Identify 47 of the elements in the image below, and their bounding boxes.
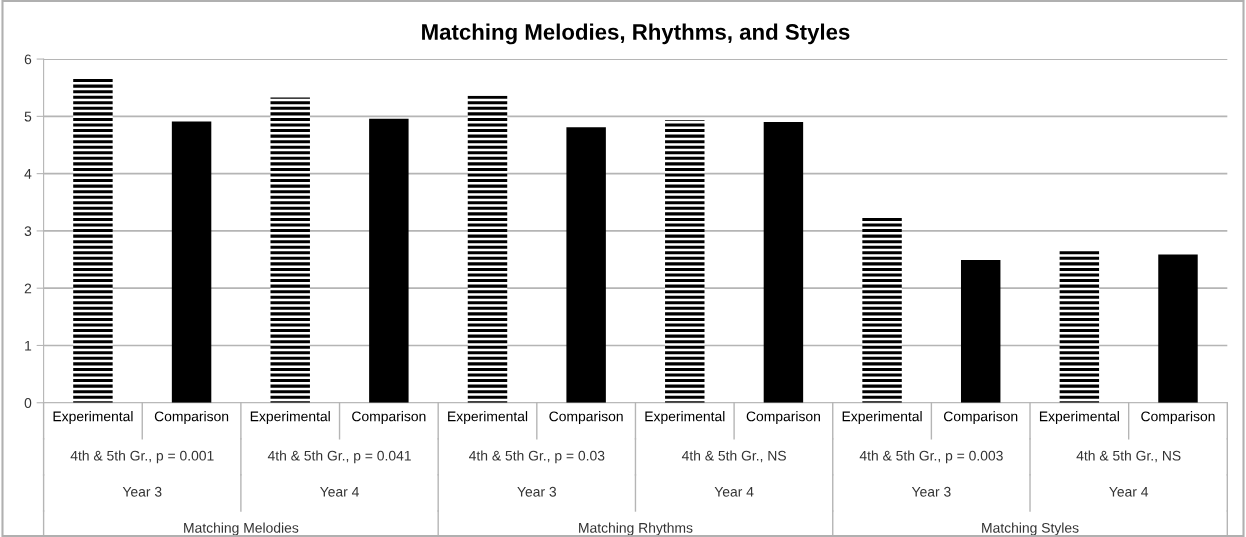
bar (369, 118, 409, 403)
y-tick-label: 0 (24, 398, 32, 408)
bar (763, 122, 804, 403)
text: Year 4 (320, 487, 359, 497)
text: 4th & 5th Gr., NS (681, 450, 786, 463)
x-tick-label: Experimental (250, 411, 330, 425)
text: Matching Melodies (184, 522, 299, 536)
y-tick-label: 4 (24, 169, 32, 179)
text: 4th & 5th Gr., p = 0.003 (859, 450, 1003, 464)
x-tick-label: Experimental (842, 411, 922, 425)
text: Year 3 (911, 486, 951, 497)
text: Year 3 (122, 486, 162, 497)
x-tick-label: Comparison (549, 411, 623, 425)
x-tick-label: Experimental (645, 411, 725, 425)
bar (1059, 250, 1100, 403)
x-tick-label: Comparison (943, 411, 1018, 425)
text: 4th & 5th Gr., NS (1076, 450, 1181, 463)
x-tick-label: Comparison (746, 411, 820, 425)
y-tick-label: 6 (24, 54, 32, 65)
x-tick-label: Comparison (1141, 411, 1215, 425)
y-tick-label: 5 (24, 111, 32, 122)
text: Matching Styles (982, 522, 1079, 536)
bar (960, 260, 1001, 403)
bar (566, 127, 606, 403)
text: 4th & 5th Gr., p = 0.041 (267, 450, 411, 464)
text: Year 3 (517, 486, 557, 497)
y-tick-label: 1 (25, 340, 32, 351)
text: 4th & 5th Gr., p = 0.001 (70, 450, 214, 464)
x-tick-label: Comparison (154, 411, 229, 425)
x-tick-label: Comparison (352, 411, 426, 425)
bar (467, 95, 508, 403)
y-tick-label: 2 (24, 283, 32, 294)
x-tick-label: Experimental (1039, 411, 1119, 425)
x-tick-label: Experimental (448, 411, 528, 425)
bar (73, 79, 113, 403)
x-tick-label: Experimental (53, 411, 133, 425)
bar (1158, 254, 1198, 403)
text: Year 4 (1109, 487, 1149, 497)
bar (862, 217, 902, 403)
bar (665, 120, 705, 403)
y-tick-label: 3 (24, 226, 32, 237)
text: Year 4 (714, 487, 754, 497)
bar (171, 121, 212, 403)
text: 4th & 5th Gr., p = 0.03 (469, 450, 605, 464)
chart-title: Matching Melodies, Rhythms, and Styles (422, 23, 850, 45)
text: Matching Rhythms (579, 522, 693, 536)
bar (270, 97, 310, 403)
